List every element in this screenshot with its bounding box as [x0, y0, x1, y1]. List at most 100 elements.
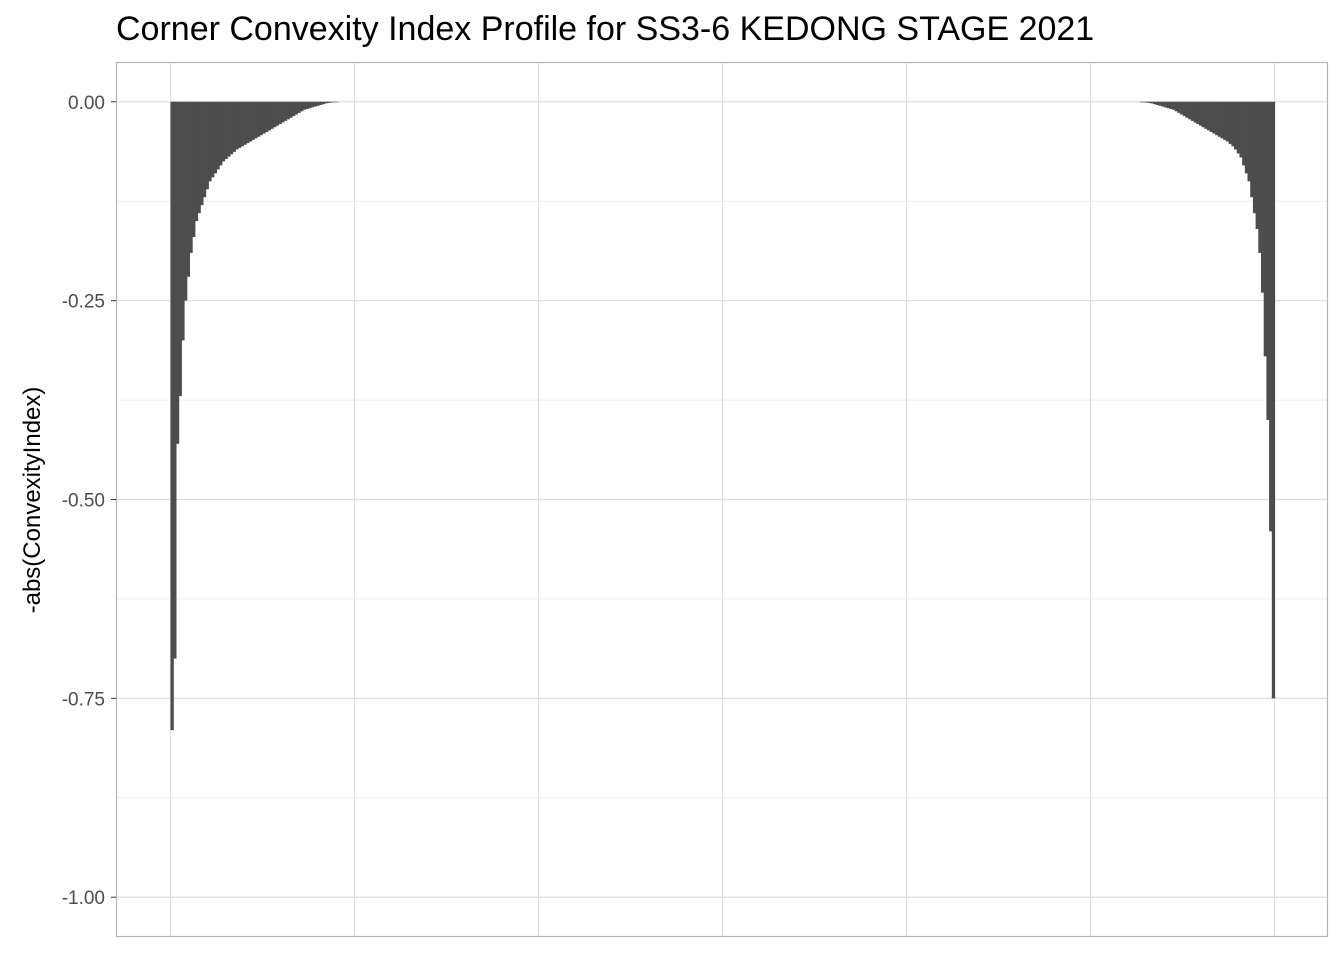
- bar: [1147, 101, 1151, 103]
- bar: [221, 101, 226, 162]
- bar: [237, 101, 242, 148]
- bar: [291, 101, 296, 117]
- bar: [213, 101, 217, 174]
- bar: [294, 101, 298, 115]
- bar: [313, 101, 317, 107]
- bar: [289, 101, 293, 118]
- bar: [1247, 101, 1251, 182]
- bar: [332, 101, 336, 103]
- bar: [256, 101, 261, 137]
- bar: [324, 101, 328, 104]
- bar: [1225, 101, 1230, 142]
- bar: [1193, 101, 1197, 123]
- bar: [202, 101, 207, 198]
- bar: [246, 101, 250, 144]
- chart-title: Corner Convexity Index Profile for SS3-6…: [116, 10, 1094, 48]
- bar: [197, 101, 201, 214]
- bar: [1180, 101, 1184, 115]
- bar: [281, 101, 285, 123]
- bar: [1190, 101, 1195, 121]
- bar: [318, 101, 323, 105]
- bar: [1153, 101, 1157, 105]
- bar: [1271, 101, 1276, 699]
- bar: [327, 101, 331, 103]
- bar: [229, 101, 234, 155]
- bar: [273, 101, 277, 128]
- bar: [1207, 101, 1211, 131]
- bar: [1139, 101, 1143, 103]
- bar: [251, 101, 255, 140]
- bar: [1263, 101, 1267, 357]
- bar: [1242, 101, 1246, 166]
- bar: [1209, 101, 1214, 132]
- bar: [275, 101, 280, 126]
- bar: [1261, 101, 1265, 293]
- bar: [259, 101, 263, 136]
- y-tick-label: -0.75: [62, 689, 105, 710]
- bar: [1177, 101, 1181, 113]
- bar: [192, 101, 196, 238]
- bar: [248, 101, 253, 142]
- panel-border: [115, 61, 1329, 938]
- bar: [329, 101, 334, 103]
- bar: [1269, 101, 1273, 532]
- bar: [1174, 101, 1178, 112]
- bar: [286, 101, 290, 120]
- bar: [208, 101, 212, 182]
- bar: [1163, 101, 1168, 108]
- bar: [1161, 101, 1165, 107]
- bar: [262, 101, 266, 134]
- bar: [1204, 101, 1208, 129]
- bar: [1150, 101, 1154, 104]
- bar: [283, 101, 288, 121]
- bars: [170, 101, 1276, 731]
- bar: [178, 101, 182, 397]
- bar: [186, 101, 190, 277]
- bar: [1171, 101, 1176, 110]
- bar: [1234, 101, 1238, 150]
- bar: [224, 101, 228, 160]
- bar: [227, 101, 231, 157]
- bar: [1215, 101, 1219, 136]
- y-tick-label: -1.00: [62, 888, 105, 909]
- bar: [1266, 101, 1270, 420]
- bar: [264, 101, 269, 132]
- bar: [1220, 101, 1224, 139]
- bar: [1228, 101, 1232, 144]
- bar: [216, 101, 220, 170]
- y-tick-label: -0.50: [62, 491, 105, 512]
- y-tick-label: 0.00: [68, 93, 105, 114]
- y-tick-label: -0.25: [62, 292, 105, 313]
- bar: [1155, 101, 1160, 105]
- bar: [232, 101, 236, 152]
- bar: [173, 101, 177, 659]
- bar: [181, 101, 185, 341]
- bar: [1158, 101, 1162, 106]
- bar: [310, 101, 315, 108]
- bar: [1244, 101, 1249, 174]
- bar: [1182, 101, 1187, 117]
- bar: [297, 101, 301, 113]
- bar: [1196, 101, 1200, 125]
- bar: [267, 101, 271, 131]
- bar: [1236, 101, 1241, 154]
- bar: [205, 101, 209, 190]
- bar: [1166, 101, 1170, 109]
- bar: [189, 101, 193, 253]
- bar: [254, 101, 258, 139]
- bar: [270, 101, 274, 129]
- bar: [321, 101, 325, 105]
- bar: [200, 101, 204, 206]
- bar: [316, 101, 320, 106]
- bar: [1212, 101, 1216, 134]
- y-axis-label: -abs(ConvexityIndex): [19, 387, 46, 614]
- plot-panel: [115, 61, 1329, 938]
- bar: [210, 101, 215, 178]
- bar: [1185, 101, 1189, 118]
- bar: [184, 101, 188, 301]
- bar: [278, 101, 282, 125]
- bar: [1142, 101, 1146, 103]
- bar: [1252, 101, 1257, 214]
- bar: [335, 101, 339, 103]
